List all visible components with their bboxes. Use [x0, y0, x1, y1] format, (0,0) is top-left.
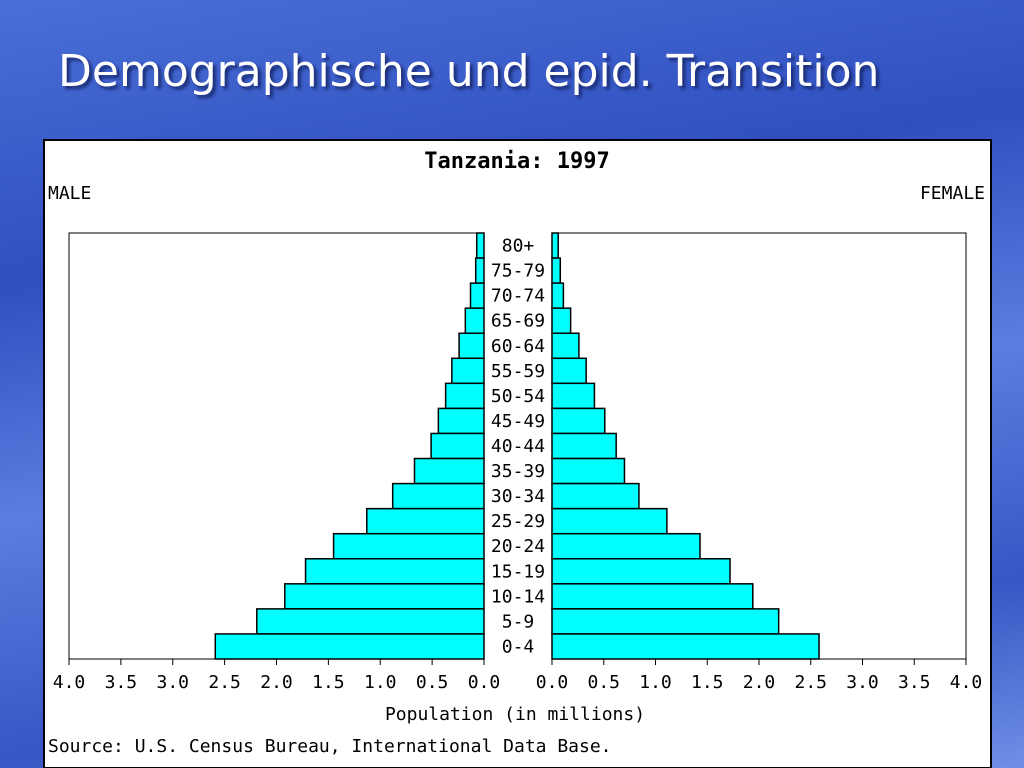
bar	[551, 507, 668, 535]
bar	[551, 282, 565, 309]
age-group-label: 45-49	[491, 411, 545, 432]
x-tick-label: 0.5	[587, 672, 620, 693]
bar	[551, 332, 580, 360]
bar	[551, 232, 559, 259]
bar	[551, 583, 754, 610]
bar	[551, 608, 780, 635]
bar	[430, 432, 485, 460]
bar	[304, 558, 485, 585]
bar	[551, 407, 606, 435]
age-group-label: 70-74	[491, 286, 545, 307]
bar	[551, 457, 626, 485]
x-axis-label: Population (in millions)	[385, 704, 645, 725]
bar	[451, 357, 485, 385]
age-group-label: 50-54	[491, 386, 545, 407]
chart-panel	[43, 139, 992, 768]
bar	[551, 257, 562, 284]
bar	[256, 608, 485, 635]
age-group-label: 10-14	[491, 586, 545, 607]
age-group-label: 35-39	[491, 461, 545, 482]
age-group-label: 80+	[502, 236, 535, 257]
bar	[551, 482, 640, 510]
slide-title: Demographische und epid. Transition	[58, 46, 880, 97]
age-group-label: 75-79	[491, 261, 545, 282]
bar	[444, 382, 485, 410]
x-tick-label: 3.5	[105, 672, 138, 693]
x-tick-label: 4.0	[53, 672, 86, 693]
bar	[469, 282, 485, 309]
age-group-label: 5-9	[502, 611, 535, 632]
x-tick-label: 2.5	[208, 672, 241, 693]
bar	[551, 432, 617, 460]
age-group-label: 25-29	[491, 511, 545, 532]
x-tick-label: 3.0	[156, 672, 189, 693]
bar	[551, 558, 731, 585]
x-tick-label: 1.5	[691, 672, 724, 693]
bar	[214, 633, 485, 660]
legend-female: FEMALE	[920, 183, 985, 204]
x-tick-label: 1.5	[312, 672, 345, 693]
x-tick-label: 1.0	[639, 672, 672, 693]
bar	[551, 357, 587, 385]
x-tick-label: 3.5	[898, 672, 931, 693]
bar	[551, 633, 820, 660]
bar	[391, 482, 485, 510]
source-note: Source: U.S. Census Bureau, Internationa…	[48, 736, 612, 757]
bar	[458, 332, 485, 360]
bar	[551, 382, 596, 410]
age-group-label: 60-64	[491, 336, 545, 357]
bar	[475, 232, 485, 259]
bar	[464, 307, 485, 334]
age-group-label: 15-19	[491, 561, 545, 582]
x-tick-label: 4.0	[950, 672, 983, 693]
x-tick-label: 0.0	[536, 672, 569, 693]
bar	[366, 507, 485, 535]
x-tick-label: 2.0	[260, 672, 293, 693]
legend-male: MALE	[48, 183, 91, 204]
age-group-label: 55-59	[491, 361, 545, 382]
x-tick-label: 3.0	[846, 672, 879, 693]
bar	[437, 407, 485, 435]
x-tick-label: 0.0	[468, 672, 501, 693]
bar	[474, 257, 485, 284]
age-group-label: 40-44	[491, 436, 545, 457]
age-group-label: 30-34	[491, 486, 545, 507]
x-tick-label: 2.5	[794, 672, 827, 693]
age-group-label: 0-4	[502, 636, 535, 657]
bar	[332, 532, 485, 560]
chart-title: Tanzania: 1997	[424, 149, 609, 174]
bar	[284, 583, 485, 610]
x-tick-label: 1.0	[364, 672, 397, 693]
x-tick-label: 0.5	[416, 672, 449, 693]
bar	[551, 532, 701, 560]
x-tick-label: 2.0	[743, 672, 776, 693]
bar	[413, 457, 485, 485]
bar	[551, 307, 572, 334]
age-group-label: 65-69	[491, 311, 545, 332]
age-group-label: 20-24	[491, 536, 545, 557]
